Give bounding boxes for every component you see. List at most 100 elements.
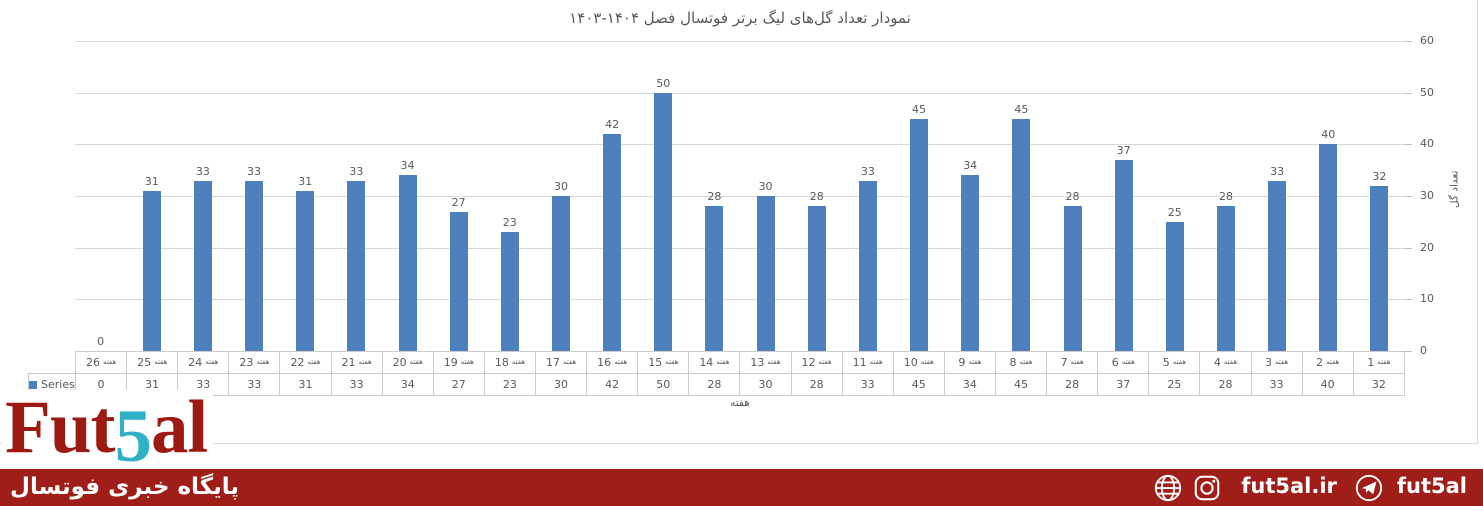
bar-value-label: 37 xyxy=(1116,143,1131,157)
week-value-cell: 27 xyxy=(432,373,485,396)
bar-هفته 23 xyxy=(245,180,264,351)
week-word: هفته xyxy=(716,358,730,366)
week-value-cell: 30 xyxy=(534,373,588,396)
week-word: هفته xyxy=(460,358,474,366)
y-tick-label: 10 xyxy=(1420,292,1434,306)
bar-هفته 13 xyxy=(756,196,775,351)
gridline xyxy=(75,41,1405,42)
y-tick xyxy=(1405,196,1412,197)
week-header-cell: 22 هفته xyxy=(279,351,332,374)
bar-هفته 10 xyxy=(910,118,929,351)
y-tick-label: 60 xyxy=(1420,34,1434,47)
bar-هفته 20 xyxy=(398,175,417,351)
logo-fut: Fut xyxy=(5,386,115,469)
bar-value-label: 45 xyxy=(1014,102,1029,116)
week-header-cell: 11 هفته xyxy=(841,351,894,374)
week-value-cell: 31 xyxy=(279,373,332,396)
bar-value-label: 33 xyxy=(860,164,875,178)
week-number: 2 xyxy=(1316,356,1324,369)
week-header-cell: 1 هفته xyxy=(1352,351,1406,374)
week-value-cell: 34 xyxy=(381,373,434,396)
week-number: 9 xyxy=(958,356,966,369)
week-header-cell: 6 هفته xyxy=(1097,351,1150,374)
week-word: هفته xyxy=(103,358,117,366)
telegram-icon[interactable] xyxy=(1354,473,1384,503)
week-header-cell: 13 هفته xyxy=(739,351,792,374)
week-word: هفته xyxy=(1121,358,1135,366)
week-word: هفته xyxy=(1019,358,1033,366)
week-word: هفته xyxy=(1326,358,1340,366)
week-word: هفته xyxy=(154,358,168,366)
week-number: 19 xyxy=(443,356,458,369)
week-header-cell: 16 هفته xyxy=(586,351,639,374)
website-url[interactable]: fut5al.ir xyxy=(1241,474,1337,498)
bar-هفته 19 xyxy=(449,211,468,351)
week-number: 4 xyxy=(1213,356,1221,369)
fut5al-logo: Fut5al xyxy=(2,390,214,474)
y-tick-label: 50 xyxy=(1420,85,1434,99)
bar-value-label: 28 xyxy=(809,190,824,204)
week-value-cell: 37 xyxy=(1097,373,1150,396)
week-word: هفته xyxy=(968,358,982,366)
bar-هفته 2 xyxy=(1319,144,1338,351)
bar-value-label: 28 xyxy=(1218,190,1233,204)
week-word: هفته xyxy=(1275,358,1289,366)
y-tick xyxy=(1405,299,1412,301)
week-number: 10 xyxy=(903,356,918,369)
week-header-cell: 10 هفته xyxy=(892,351,945,374)
bar-value-label: 23 xyxy=(502,216,517,230)
y-tick xyxy=(1405,41,1412,42)
week-value-cell: 33 xyxy=(228,373,281,396)
week-number: 26 xyxy=(86,356,100,369)
week-value-cell: 28 xyxy=(790,373,843,396)
gridline xyxy=(75,144,1405,146)
bar-هفته 5 xyxy=(1165,221,1184,351)
week-number: 25 xyxy=(137,356,152,369)
week-word: هفته xyxy=(409,358,423,366)
y-tick xyxy=(1405,144,1412,146)
bar-value-label: 32 xyxy=(1372,169,1387,183)
telegram-handle[interactable]: fut5al xyxy=(1396,474,1467,498)
y-tick xyxy=(1405,92,1412,94)
week-word: هفته xyxy=(1377,358,1391,366)
y-tick xyxy=(1405,247,1412,249)
week-value-cell: 30 xyxy=(739,373,792,396)
week-header-cell: 14 هفته xyxy=(688,351,741,374)
bar-value-label: 33 xyxy=(349,164,364,178)
bar-value-label: 50 xyxy=(656,76,671,90)
week-header-cell: 21 هفته xyxy=(330,351,383,374)
footer-social: fut5al.ir fut5al xyxy=(1153,469,1467,506)
week-header-cell: 15 هفته xyxy=(637,351,690,374)
bar-value-label: 27 xyxy=(451,195,466,209)
week-value-cell: 25 xyxy=(1148,373,1201,396)
week-value-cell: 33 xyxy=(841,373,894,396)
week-header-cell: 25 هفته xyxy=(126,351,179,374)
bar-value-label: 40 xyxy=(1321,128,1336,142)
week-header-cell: 3 هفته xyxy=(1250,351,1303,374)
bar-هفته 18 xyxy=(500,232,519,351)
week-number: 13 xyxy=(750,356,765,369)
week-number: 18 xyxy=(494,356,509,369)
legend-swatch xyxy=(29,381,37,389)
week-word: هفته xyxy=(920,358,934,366)
week-number: 15 xyxy=(648,356,663,369)
y-tick-label: 20 xyxy=(1420,240,1434,254)
week-header-cell: 23 هفته xyxy=(228,351,281,374)
gridline xyxy=(75,196,1405,197)
globe-icon xyxy=(1153,473,1183,503)
week-header-cell: 24 هفته xyxy=(177,351,230,374)
week-header-cell: 12 هفته xyxy=(790,351,843,374)
bar-value-label: 42 xyxy=(605,118,620,131)
bar-هفته 14 xyxy=(705,206,724,351)
bar-value-label: 34 xyxy=(963,159,978,173)
week-value-cell: 33 xyxy=(330,373,383,396)
bar-هفته 25 xyxy=(142,190,161,351)
x-axis-title: هفته xyxy=(730,397,750,409)
week-number: 3 xyxy=(1265,356,1273,369)
instagram-icon[interactable] xyxy=(1192,473,1222,503)
bar-هفته 3 xyxy=(1268,180,1287,351)
gridline xyxy=(75,247,1405,249)
bar-هفته 15 xyxy=(654,92,673,351)
bar-value-label: 0 xyxy=(97,335,105,348)
footer-bar: پایگاه خبری فوتسال fut5al.ir xyxy=(0,469,1483,506)
